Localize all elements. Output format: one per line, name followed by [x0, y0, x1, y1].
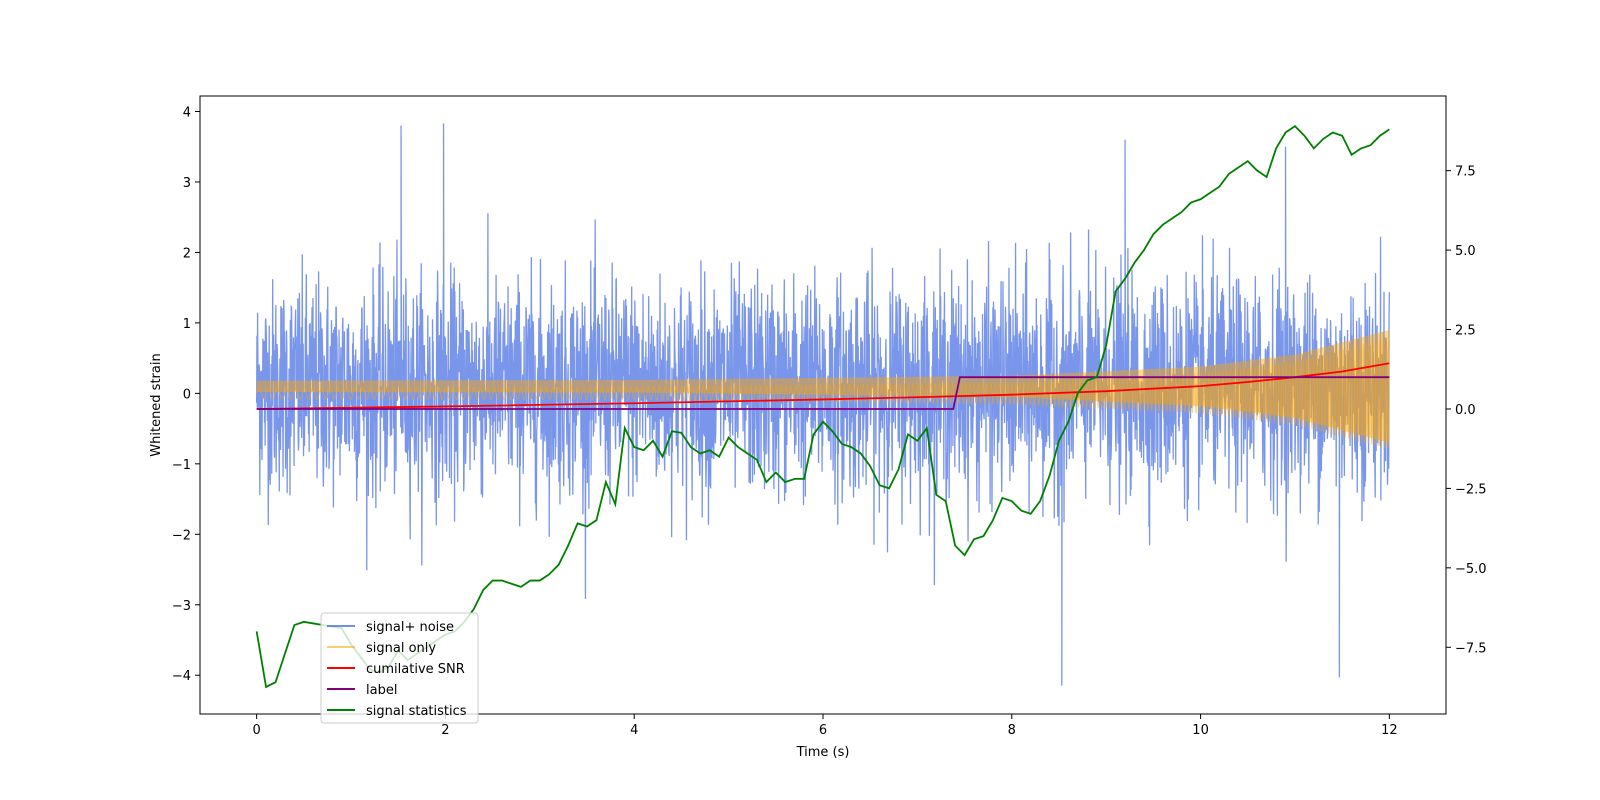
- legend-box: [320, 612, 479, 724]
- legend: signal+ noise signal only cumilative SNR la…: [320, 612, 479, 724]
- y2-tick-label: 5.0: [1455, 244, 1476, 259]
- x-tick-label: 12: [1381, 723, 1398, 738]
- legend-entry-label: signal statistics: [366, 704, 467, 719]
- series-signal-only-envelope: [256, 329, 1390, 443]
- y-tick-label: 2: [183, 246, 191, 261]
- y-tick-label: −4: [172, 669, 191, 684]
- legend-entry-label: signal only: [366, 641, 436, 656]
- y-axis-label: Whitened strain: [149, 353, 164, 456]
- y-tick-label: −1: [172, 458, 191, 473]
- y2-tick-label: 7.5: [1455, 165, 1476, 180]
- x-tick-label: 4: [630, 723, 638, 738]
- y2-tick-label: −5.0: [1455, 562, 1487, 577]
- y2-tick-label: −2.5: [1455, 482, 1487, 497]
- legend-entry-label: cumilative SNR: [366, 662, 465, 677]
- x-axis-label: Time (s): [796, 745, 850, 760]
- y2-tick-label: −7.5: [1455, 641, 1487, 656]
- series-signal-only-line: [256, 338, 1390, 449]
- x-tick-label: 8: [1008, 723, 1016, 738]
- series-signal-noise-line: [255, 123, 1391, 686]
- y-tick-label: 4: [183, 106, 191, 121]
- x-tick-label: 6: [819, 723, 827, 738]
- y-tick-label: −3: [172, 599, 191, 614]
- x-tick-label: 0: [252, 723, 260, 738]
- legend-entry-label: label: [366, 683, 397, 698]
- legend-entry-label: signal+ noise: [366, 620, 454, 635]
- x-tick-label: 10: [1192, 723, 1209, 738]
- y2-tick-label: 2.5: [1455, 324, 1476, 339]
- y2-tick-label: 0.0: [1455, 403, 1476, 418]
- series-label-line: [256, 376, 1390, 410]
- y-axis-left: −4 −3 −2 −1 0 1 2 3 4: [172, 106, 200, 684]
- x-tick-label: 2: [441, 723, 449, 738]
- series-cumilative-snr-line: [256, 362, 1390, 410]
- y-tick-label: −2: [172, 528, 191, 543]
- y-tick-label: 0: [183, 387, 191, 402]
- y-tick-label: 3: [183, 176, 191, 191]
- y-tick-label: 1: [183, 317, 191, 332]
- y-axis-right: −7.5 −5.0 −2.5 0.0 2.5 5.0 7.5: [1446, 165, 1487, 656]
